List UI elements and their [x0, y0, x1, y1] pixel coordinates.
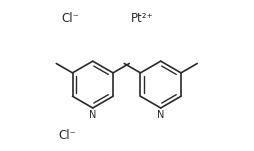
Text: Pt²⁺: Pt²⁺ [130, 12, 153, 25]
Text: Cl⁻: Cl⁻ [58, 129, 76, 142]
Text: Cl⁻: Cl⁻ [61, 12, 79, 25]
Text: N: N [156, 110, 164, 120]
Text: N: N [89, 110, 96, 120]
